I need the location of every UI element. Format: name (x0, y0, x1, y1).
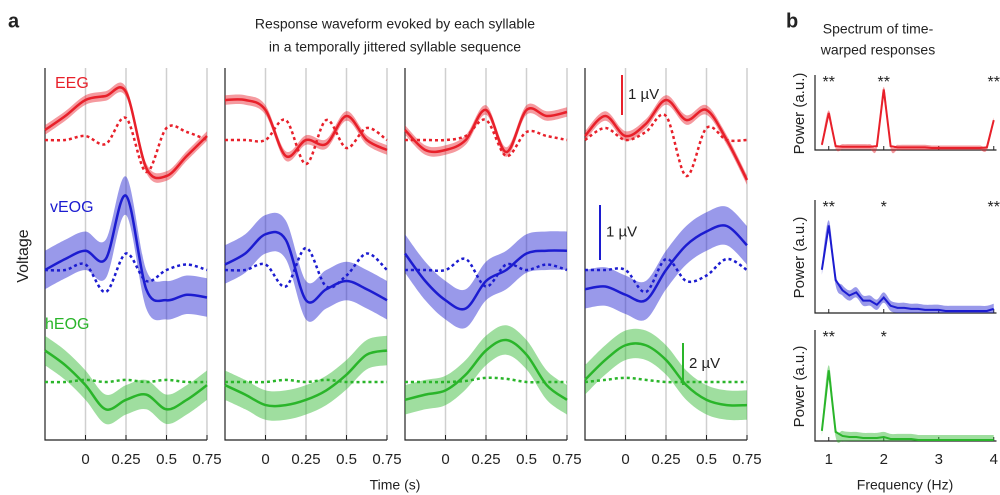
x-tick-label: 0.75 (192, 451, 221, 468)
spectrum-line (820, 370, 994, 441)
significance-marker: ** (988, 74, 1000, 91)
axis (44, 68, 207, 441)
dotted-line (584, 376, 747, 384)
dotted-line (405, 257, 568, 288)
waveform-line (404, 107, 568, 154)
waveform-line (404, 338, 568, 402)
dotted-line (44, 252, 208, 294)
x-tick-label: 0.75 (732, 451, 761, 468)
axis (224, 68, 387, 441)
x-tick-label: 0 (621, 451, 629, 468)
dotted-line (44, 116, 208, 174)
error-band (821, 365, 994, 443)
x-tick-label: 0.5 (336, 451, 357, 468)
waveform-line (44, 349, 208, 411)
x-tick-label: 0.5 (696, 451, 717, 468)
dotted-line (585, 257, 748, 294)
row-label: EEG (55, 75, 89, 92)
axis (814, 330, 997, 442)
waveform-line (403, 249, 568, 311)
y-axis-label: Power (a.u.) (791, 217, 808, 299)
chart-title: in a temporally jittered syllable sequen… (269, 39, 521, 55)
error-band (225, 212, 387, 322)
x-tick-label: 0.75 (552, 451, 581, 468)
x-tick-label: 1 (825, 451, 833, 468)
x-axis-label: Frequency (Hz) (857, 477, 953, 493)
x-tick-label: 0.25 (111, 451, 140, 468)
row-label: vEOG (50, 199, 94, 216)
x-tick-label: 0.5 (516, 451, 537, 468)
x-tick-label: 0.75 (372, 451, 401, 468)
error-band (821, 86, 994, 154)
significance-marker: ** (823, 329, 835, 346)
panel-label: a (8, 10, 20, 32)
significance-marker: * (881, 199, 887, 216)
significance-marker: * (881, 329, 887, 346)
dotted-line (405, 376, 567, 384)
waveform-line (224, 98, 388, 159)
axis (814, 200, 997, 314)
significance-marker: ** (823, 199, 835, 216)
x-tick-label: 0 (441, 451, 449, 468)
row-label: hEOG (45, 316, 89, 333)
x-tick-label: 0.25 (471, 451, 500, 468)
x-tick-label: 0 (261, 451, 269, 468)
significance-marker: ** (823, 74, 835, 91)
error-band (405, 103, 567, 157)
error-band (45, 335, 207, 425)
dotted-line (584, 113, 748, 178)
error-band (405, 325, 567, 415)
x-tick-label: 3 (935, 451, 943, 468)
x-tick-label: 2 (880, 451, 888, 468)
waveform-line (224, 230, 388, 304)
waveform-line (584, 342, 748, 407)
y-axis-label: Voltage (15, 229, 32, 282)
dotted-line (44, 378, 208, 384)
waveform-line (224, 349, 388, 408)
waveform-line (44, 194, 208, 303)
scale-bar-label: 2 µV (689, 355, 720, 372)
y-axis-label: Power (a.u.) (791, 346, 808, 428)
chart-title: warped responses (820, 42, 935, 58)
y-axis-label: Power (a.u.) (791, 73, 808, 155)
significance-marker: ** (878, 74, 890, 91)
waveform-line (584, 224, 748, 303)
axis (584, 68, 747, 441)
dotted-line (224, 246, 388, 289)
x-tick-label: 0.25 (291, 451, 320, 468)
error-band (821, 220, 994, 314)
scale-bar-label: 1 µV (606, 223, 637, 240)
spectrum-line (820, 225, 995, 312)
dotted-line (405, 118, 568, 158)
axis (404, 68, 567, 441)
panel-label: b (786, 10, 798, 32)
error-band (45, 176, 207, 321)
scale-bar-label: 1 µV (628, 86, 659, 103)
chart-title: Response waveform evoked by each syllabl… (255, 16, 535, 32)
error-band (585, 328, 747, 421)
chart-title: Spectrum of time- (823, 21, 934, 37)
x-tick-label: 0.5 (156, 451, 177, 468)
error-band (585, 206, 747, 321)
axis (814, 75, 997, 151)
waveform-line (584, 98, 749, 181)
waveform-line (44, 86, 208, 180)
x-tick-label: 0 (81, 451, 89, 468)
error-band (225, 335, 387, 421)
x-tick-label: 4 (990, 451, 998, 468)
spectrum-line (820, 89, 995, 150)
x-axis-label: Time (s) (370, 477, 421, 493)
x-tick-label: 0.25 (651, 451, 680, 468)
dotted-line (225, 118, 388, 166)
dotted-line (225, 378, 387, 384)
significance-marker: ** (988, 199, 1000, 216)
